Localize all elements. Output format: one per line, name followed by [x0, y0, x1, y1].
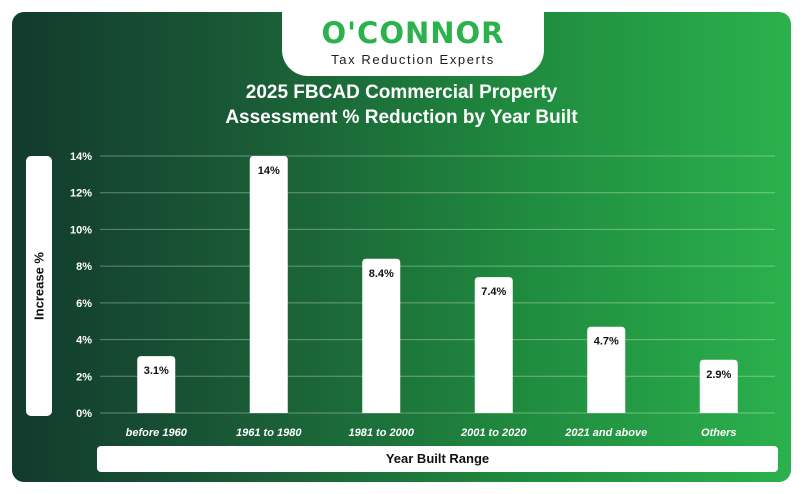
data-label: 8.4% — [369, 268, 394, 280]
x-axis-label-box — [97, 446, 778, 472]
y-tick-label: 12% — [70, 188, 92, 200]
data-label: 2.9% — [706, 369, 731, 381]
x-tick-label: before 1960 — [126, 427, 188, 439]
x-tick-label: 1981 to 2000 — [349, 427, 415, 439]
y-tick-label: 10% — [70, 224, 92, 236]
data-label: 3.1% — [144, 365, 169, 377]
y-tick-label: 6% — [76, 298, 92, 310]
x-tick-label: 2001 to 2020 — [460, 427, 527, 439]
brand-name: O'CONNOR — [321, 16, 505, 50]
x-tick-label: Others — [701, 427, 736, 439]
chart-title: 2025 FBCAD Commercial Property Assessmen… — [225, 82, 578, 128]
x-axis-label: Year Built Range — [385, 451, 490, 466]
x-tick-label: 1961 to 1980 — [236, 427, 302, 439]
y-tick-label: 14% — [70, 151, 92, 163]
y-tick-label: 0% — [76, 408, 92, 420]
bar — [587, 326, 626, 413]
x-tick-label: 2021 and above — [564, 427, 647, 439]
data-label: 14% — [258, 165, 280, 177]
y-tick-label: 8% — [76, 261, 92, 273]
bar — [699, 359, 738, 413]
data-label: 4.7% — [594, 336, 619, 348]
brand-tagline: Tax Reduction Experts — [331, 52, 495, 67]
brand-logo: O'CONNOR Tax Reduction Experts — [282, 12, 544, 76]
bar — [249, 156, 288, 413]
y-tick-label: 2% — [76, 371, 92, 383]
bar — [474, 277, 513, 413]
y-tick-label: 4% — [76, 335, 92, 347]
data-label: 7.4% — [481, 286, 506, 298]
y-axis-label-box — [26, 156, 52, 416]
bar — [362, 258, 401, 413]
bar — [137, 356, 176, 413]
